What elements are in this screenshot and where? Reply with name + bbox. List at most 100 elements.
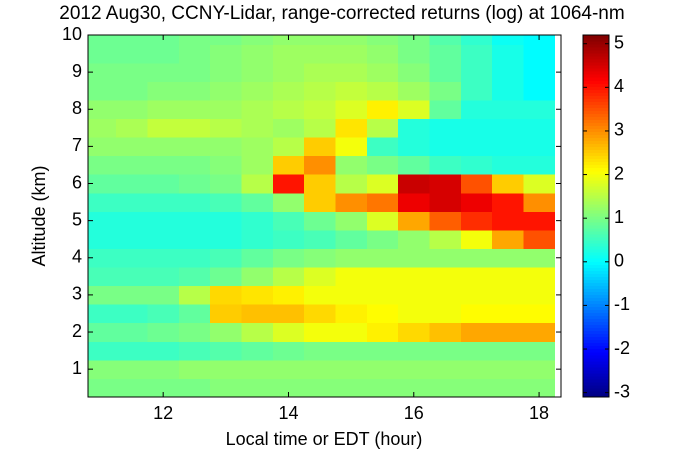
colorbar-swatch: [583, 212, 609, 217]
colorbar-swatch: [583, 354, 609, 359]
heatmap-cell: [116, 99, 149, 120]
heatmap-cell: [304, 359, 336, 379]
heatmap-cell: [147, 155, 180, 175]
heatmap-cell: [210, 81, 242, 101]
heatmap-cell: [241, 248, 274, 268]
heatmap-cell: [304, 118, 336, 138]
heatmap-cell: [116, 285, 149, 305]
heatmap-cell: [304, 248, 336, 268]
heatmap-cell: [147, 174, 180, 194]
heatmap-cell: [398, 44, 430, 64]
heatmap-cell: [335, 248, 368, 268]
heatmap-cell: [429, 81, 462, 101]
colorbar-swatch: [583, 303, 609, 307]
colorbar-swatch: [583, 357, 609, 362]
heatmap-cell: [335, 62, 368, 82]
colorbar-swatch: [583, 137, 609, 142]
colorbar-swatch: [583, 83, 609, 87]
heatmap-cell: [398, 137, 430, 157]
heatmap-cell: [178, 155, 211, 175]
heatmap-cell: [366, 229, 399, 249]
colorbar-swatch: [583, 71, 609, 75]
heatmap-cell: [241, 99, 274, 120]
x-axis-label: Local time or EDT (hour): [226, 429, 423, 449]
heatmap-cell: [241, 44, 274, 64]
heatmap-cell: [398, 229, 430, 249]
heatmap-cell: [304, 155, 336, 175]
heatmap-cell: [147, 81, 180, 101]
colorbar-swatch: [583, 176, 609, 181]
heatmap-cell: [429, 267, 462, 287]
heatmap-cell: [335, 267, 368, 287]
colorbar-swatch: [583, 390, 609, 395]
heatmap-cell: [210, 155, 242, 175]
heatmap-cell: [116, 267, 149, 287]
colorbar-swatch: [583, 381, 609, 386]
colorbar-swatch: [583, 279, 609, 283]
heatmap-cell: [492, 192, 524, 212]
heatmap-cell: [335, 192, 368, 212]
heatmap-cell: [241, 229, 274, 249]
heatmap-cell: [88, 285, 117, 305]
colorbar-swatch: [583, 330, 609, 335]
heatmap-cell: [147, 304, 180, 324]
heatmap-cell: [523, 341, 556, 361]
heatmap-cell: [429, 211, 462, 231]
heatmap-cell: [304, 35, 336, 45]
colorbar-swatch: [583, 185, 609, 190]
colorbar-swatch: [583, 264, 609, 268]
colorbar-swatch: [583, 375, 609, 380]
heatmap-cell: [366, 248, 399, 268]
colorbar-swatch: [583, 291, 609, 295]
heatmap-cell: [88, 359, 117, 379]
heatmap-cell: [492, 359, 524, 379]
heatmap-cell: [460, 211, 493, 231]
heatmap-cell: [429, 229, 462, 249]
heatmap-cell: [241, 304, 274, 324]
y-tick-label: 4: [72, 247, 82, 267]
colorbar-swatch: [583, 188, 609, 193]
heatmap-cell: [460, 341, 493, 361]
colorbar-swatch: [583, 47, 609, 51]
heatmap-cell: [116, 359, 149, 379]
heatmap-cell: [272, 62, 305, 82]
colorbar-swatch: [583, 306, 609, 311]
colorbar-swatch: [583, 309, 609, 314]
heatmap-cell: [147, 285, 180, 305]
heatmap-cell: [335, 322, 368, 342]
heatmap-cell: [241, 341, 274, 361]
colorbar-swatch: [583, 41, 609, 45]
heatmap-cell: [492, 62, 524, 82]
heatmap-cell: [398, 81, 430, 101]
heatmap-cell: [88, 35, 117, 45]
heatmap-cell: [335, 81, 368, 101]
heatmap-cell: [398, 118, 430, 138]
heatmap-cell: [272, 211, 305, 231]
heatmap-cell: [272, 341, 305, 361]
heatmap-cell: [210, 174, 242, 194]
heatmap-cell: [147, 341, 180, 361]
heatmap-cell: [460, 137, 493, 157]
heatmap-cell: [272, 44, 305, 64]
heatmap-cell: [178, 341, 211, 361]
colorbar-swatch: [583, 191, 609, 196]
colorbar-swatch: [583, 125, 609, 130]
colorbar-swatch: [583, 110, 609, 114]
heatmap-cell: [523, 322, 556, 342]
heatmap-cell: [366, 304, 399, 324]
y-tick-label: 10: [62, 24, 82, 44]
heatmap-cell: [429, 174, 462, 194]
heatmap-cell: [88, 267, 117, 287]
heatmap-cell: [398, 248, 430, 268]
plot-frame: [87, 34, 562, 398]
heatmap-cell: [241, 192, 274, 212]
heatmap-cell: [492, 211, 524, 231]
heatmap-cell: [116, 248, 149, 268]
heatmap-cell: [429, 99, 462, 120]
colorbar-swatch: [583, 366, 609, 371]
colorbar-swatch: [583, 384, 609, 389]
colorbar-tick-label: 0: [614, 251, 624, 271]
colorbar-swatch: [583, 345, 609, 350]
heatmap-cell: [116, 322, 149, 342]
